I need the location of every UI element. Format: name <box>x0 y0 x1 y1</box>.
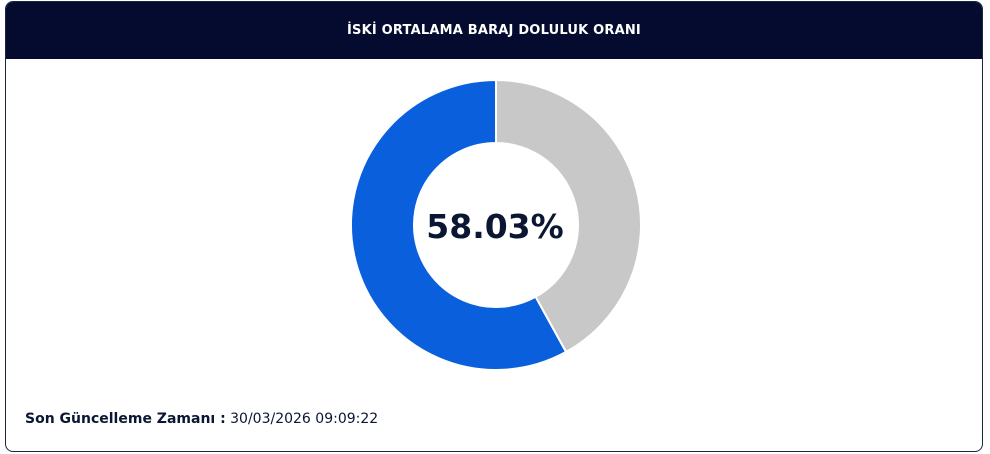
donut-slice-doluluk[interactable] <box>350 78 568 371</box>
card-title: İSKİ ORTALAMA BARAJ DOLULUK ORANI <box>347 23 641 38</box>
last-update-label: Son Güncelleme Zamanı : <box>25 411 226 427</box>
last-update: Son Güncelleme Zamanı : 30/03/2026 09:09… <box>25 411 378 427</box>
dam-occupancy-card: İSKİ ORTALAMA BARAJ DOLULUK ORANI <box>5 1 983 452</box>
card-header: İSKİ ORTALAMA BARAJ DOLULUK ORANI <box>6 2 982 59</box>
center-percentage-label: 58.03% <box>426 207 563 246</box>
donut-slice-bo-[interactable] <box>495 78 642 354</box>
last-update-timestamp: 30/03/2026 09:09:22 <box>230 411 379 427</box>
